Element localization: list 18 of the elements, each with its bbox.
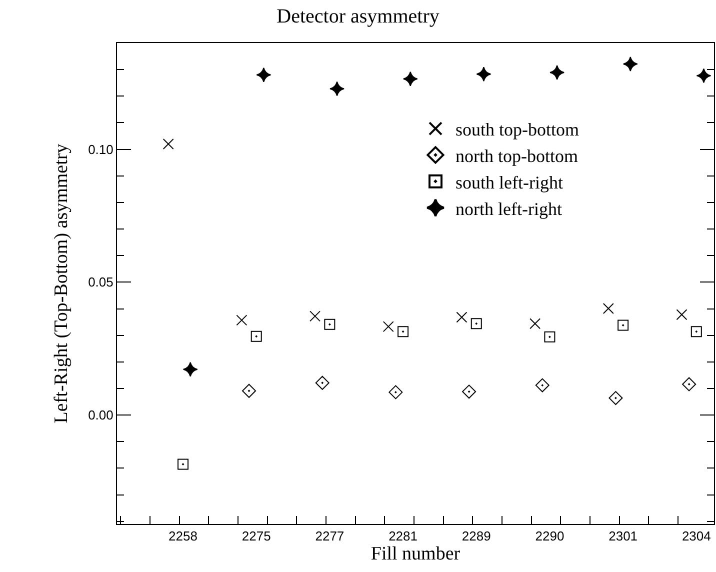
legend-label: north left-right [456,198,562,219]
x-axis-title: Fill number [370,544,461,565]
x-tick-label: 2289 [462,528,491,544]
x-tick-label: 2277 [315,528,344,544]
legend-label: north top-bottom [456,146,578,166]
legend-label: south left-right [456,172,563,192]
x-tick-label: 2304 [682,528,711,544]
chart-title: Detector asymmetry [276,6,440,28]
y-tick-label: 0.10 [88,142,114,157]
x-tick-label: 2290 [535,528,564,544]
y-tick-label: 0.00 [88,408,114,423]
x-tick-label: 2301 [608,528,638,544]
legend-label: south top-bottom [456,120,580,140]
y-tick-label: 0.05 [88,274,114,290]
x-tick-label: 2258 [168,528,198,544]
x-tick-label: 2275 [242,528,271,544]
y-axis-title: Left-Right (Top-Bottom) asymmetry [50,143,72,424]
x-tick-label: 2281 [388,528,418,544]
